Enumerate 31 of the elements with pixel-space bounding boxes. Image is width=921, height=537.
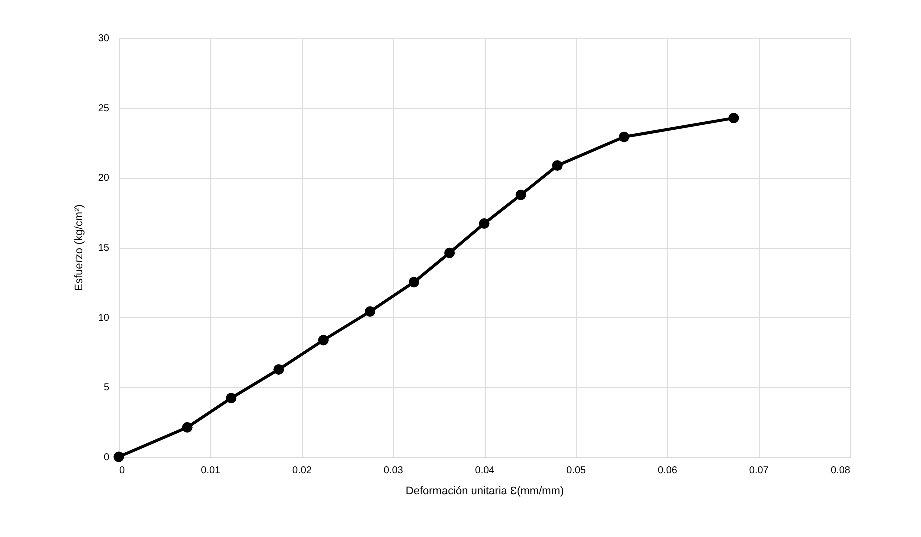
x-tick-label: 0.06: [658, 466, 678, 476]
point: [728, 113, 740, 124]
y-tick-label: 20: [98, 173, 110, 184]
point: [619, 132, 630, 142]
x-tick-label: 0: [120, 466, 126, 476]
point: [114, 452, 124, 462]
point: [408, 277, 420, 288]
point: [274, 364, 284, 375]
x-tick-label: 0.03: [384, 466, 404, 476]
x-axis-title: Deformación unitaria Ɛ(mm/mm): [406, 486, 564, 498]
y-tick-label: 0: [104, 452, 110, 464]
point: [226, 393, 237, 404]
x-tick-label: 0.02: [292, 466, 312, 476]
point: [479, 218, 490, 229]
y-tick-label: 5: [104, 382, 110, 394]
y-axis-title: Esfuerzo (kg/cm²): [73, 204, 86, 292]
point: [516, 190, 526, 200]
point: [552, 160, 563, 172]
x-tick-label: 0.08: [831, 466, 851, 476]
point: [318, 335, 329, 346]
y-tick-label: 25: [98, 103, 110, 114]
x-tick-label: 0.04: [475, 466, 496, 476]
y-tick-label: 30: [98, 34, 110, 44]
point: [365, 306, 376, 317]
x-tick-label: 0.07: [749, 466, 770, 476]
x-tick-label: 0.05: [566, 466, 587, 476]
point: [182, 422, 193, 433]
x-tick-label: 0.01: [201, 466, 222, 476]
y-tick-label: 10: [98, 312, 110, 324]
point: [444, 248, 456, 258]
y-tick-label: 15: [98, 243, 110, 254]
